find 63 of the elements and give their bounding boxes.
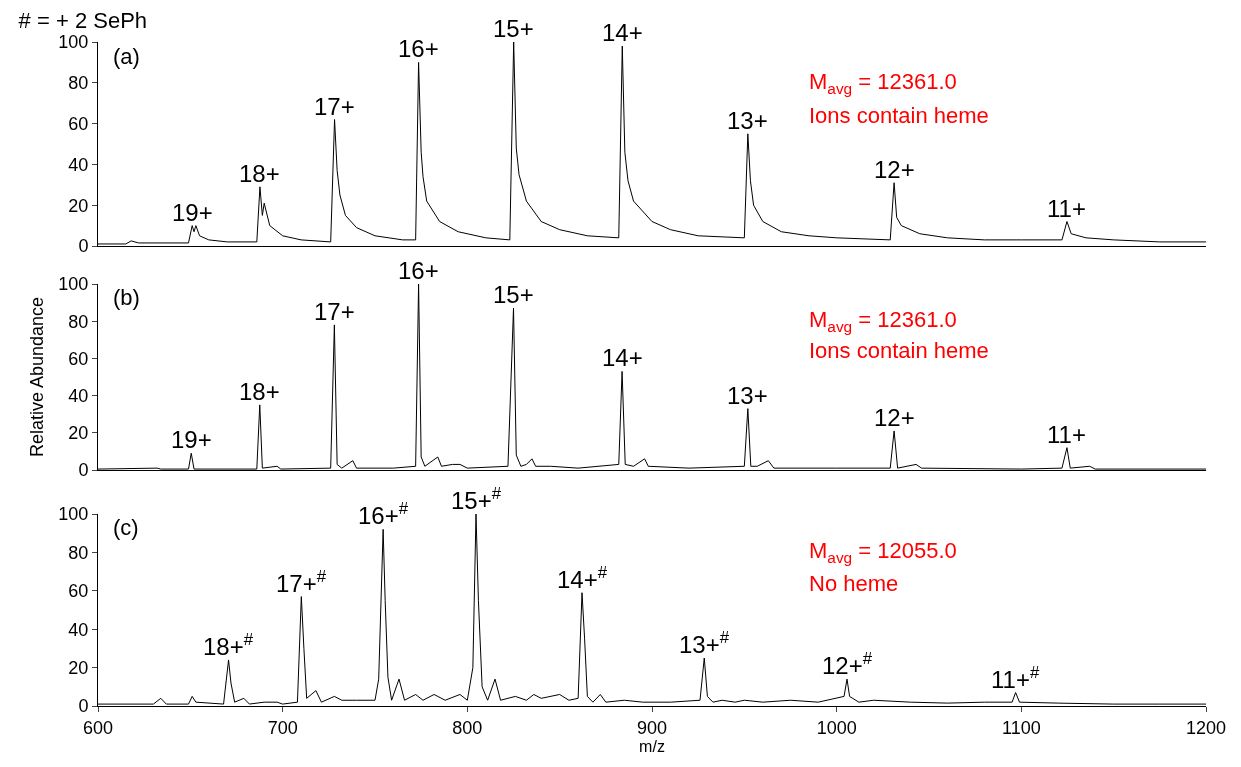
annotation: 11+$^{#}$ <box>991 663 1040 694</box>
y-tick-label: 60 <box>68 113 89 134</box>
annotation: (b) <box>113 285 140 310</box>
annotation: 14+ <box>602 19 643 46</box>
annotation: 11+ <box>1047 195 1086 222</box>
annotation: 13+ <box>727 107 768 134</box>
annotation: 12+ <box>874 156 915 183</box>
x-axis-title: m/z <box>639 737 665 755</box>
annotation: 12+$^{#}$ <box>822 649 873 680</box>
annotation: 16+ <box>398 35 439 62</box>
annotation: 16+$^{#}$ <box>358 499 409 530</box>
y-tick-label: 20 <box>68 195 89 216</box>
y-tick-label: 0 <box>78 236 89 257</box>
annotation: (a) <box>113 44 140 69</box>
x-tick-label: 800 <box>452 717 483 738</box>
annotation: 18+ <box>239 160 280 187</box>
y-tick-label: 0 <box>78 696 89 717</box>
y-tick-label: 100 <box>58 274 89 295</box>
annotation: 12+ <box>874 404 915 431</box>
annotation: 15+ <box>493 15 534 42</box>
annotation: No heme <box>809 571 899 596</box>
annotation: 15+$^{#}$ <box>451 484 502 515</box>
annotation: 14+$^{#}$ <box>557 563 608 594</box>
annotation: Ions contain heme <box>809 103 989 128</box>
x-tick-label: 900 <box>636 717 668 738</box>
x-tick-label: 1200 <box>1185 717 1227 738</box>
y-tick-label: 40 <box>68 154 89 175</box>
x-tick-label: 1100 <box>1001 717 1041 738</box>
annotation: 17+ <box>314 93 355 120</box>
y-tick-label: 60 <box>68 581 89 602</box>
annotation: 16+ <box>398 257 439 284</box>
y-tick-label: 100 <box>58 32 89 53</box>
annotation: M$_{avg}$ = 12361.0 <box>809 69 957 97</box>
annotation: 19+ <box>172 199 213 226</box>
annotation: 18+$^{#}$ <box>203 630 254 661</box>
annotation: 19+ <box>171 426 212 453</box>
annotation: 18+ <box>239 378 280 405</box>
annotation: 17+ <box>314 298 355 325</box>
y-tick-label: 20 <box>68 423 89 444</box>
y-tick-label: 40 <box>68 385 89 406</box>
annotation: 13+$^{#}$ <box>679 628 730 659</box>
y-axis-title: Relative Abundance <box>27 296 47 457</box>
y-tick-label: 60 <box>68 348 89 369</box>
x-tick-label: 600 <box>82 717 114 738</box>
annotation: Ions contain heme <box>809 338 989 363</box>
x-tick-label: 1000 <box>816 717 857 738</box>
annotation: M$_{avg}$ = 12055.0 <box>809 538 957 566</box>
annotation: (c) <box>113 515 139 540</box>
y-tick-label: 0 <box>78 460 89 481</box>
chart-title: # = + 2 SePh <box>18 7 148 33</box>
annotation: 17+$^{#}$ <box>276 567 327 598</box>
annotation: M$_{avg}$ = 12361.0 <box>809 307 957 335</box>
annotation: 11+ <box>1047 421 1086 448</box>
y-tick-label: 20 <box>68 657 89 678</box>
annotation: 13+ <box>727 382 768 409</box>
y-tick-label: 100 <box>58 504 89 525</box>
y-tick-label: 80 <box>68 73 89 94</box>
annotation: 15+ <box>493 281 534 308</box>
annotation: 14+ <box>602 344 643 371</box>
y-tick-label: 40 <box>68 619 89 640</box>
x-tick-label: 700 <box>267 717 298 738</box>
y-tick-label: 80 <box>68 542 89 563</box>
y-tick-label: 80 <box>68 311 89 332</box>
